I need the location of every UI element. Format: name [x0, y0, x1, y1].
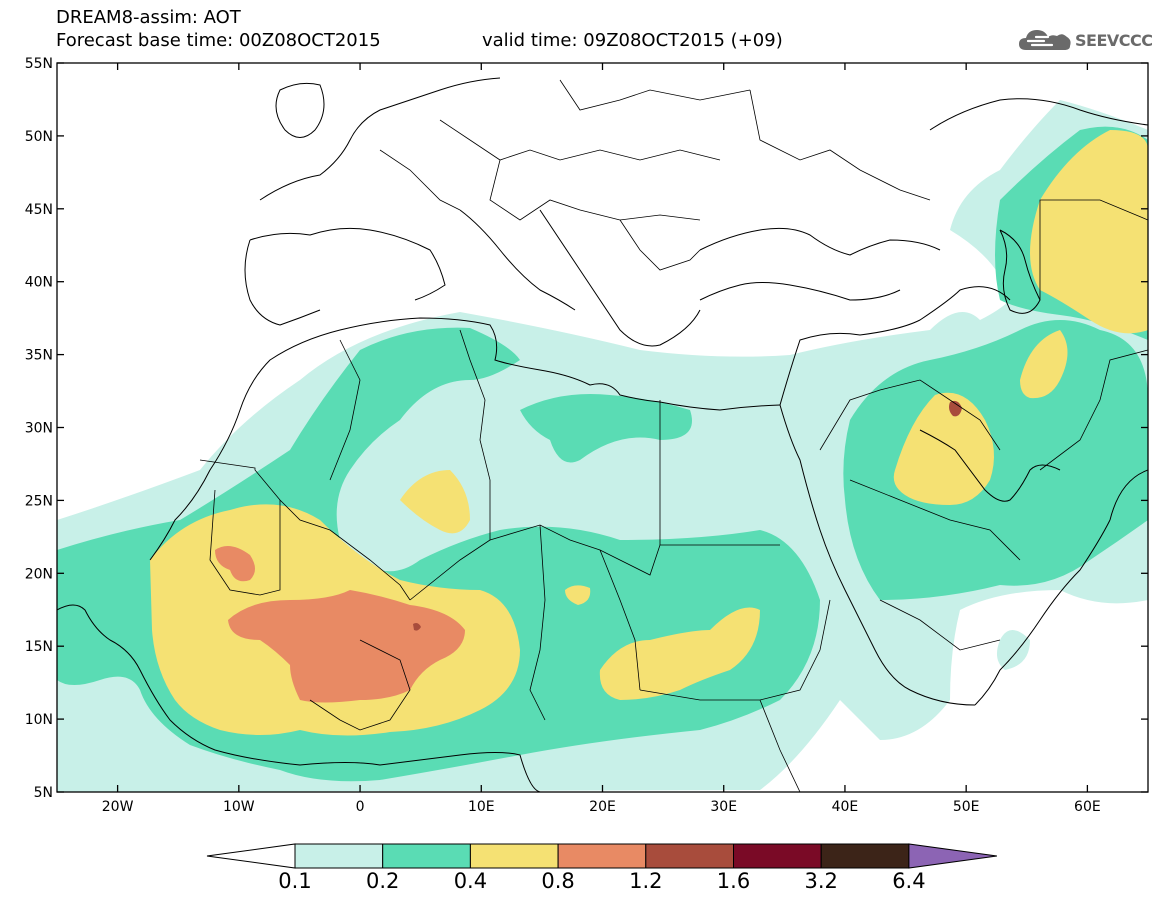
lon-label: 20W [102, 799, 134, 815]
colorbar-swatch [645, 843, 734, 869]
colorbar-label: 0.2 [366, 869, 399, 893]
lat-label: 5N [34, 785, 53, 801]
lat-label: 45N [25, 202, 53, 218]
colorbar-swatch [382, 843, 471, 869]
lat-label: 50N [25, 129, 53, 145]
colorbar-label: 6.4 [892, 869, 925, 893]
colorbar-swatch [469, 843, 559, 869]
valid-time: valid time: 09Z08OCT2015 (+09) [482, 30, 783, 51]
aot-level-1.2 [413, 400, 962, 631]
colorbar-label: 1.6 [717, 869, 750, 893]
country-borders [199, 79, 1148, 792]
lat-label: 25N [25, 493, 53, 509]
axis-ticks [57, 62, 1148, 793]
latitude-labels: 5N 10N 15N 20N 25N 30N 35N 40N 45N 50N 55N [25, 56, 53, 801]
lon-label: 40E [832, 799, 859, 815]
colorbar-label: 1.2 [629, 869, 662, 893]
seevccc-logo: SEEVCCC [1018, 26, 1153, 54]
colorbar-max-arrow [908, 843, 997, 869]
longitude-labels: 20W 10W 0 10E 20E 30E 40E 50E 60E [102, 799, 1101, 815]
colorbar-min-arrow [206, 843, 296, 869]
colorbar-label: 0.8 [541, 869, 574, 893]
lat-label: 15N [25, 639, 53, 655]
colorbar-swatch [294, 843, 384, 869]
lat-label: 35N [25, 348, 53, 364]
lat-label: 55N [25, 56, 53, 72]
lat-label: 30N [25, 421, 53, 437]
lat-label: 40N [25, 275, 53, 291]
colorbar-swatch [557, 843, 647, 869]
forecast-base-time: Forecast base time: 00Z08OCT2015 [56, 30, 381, 51]
map-title: DREAM8-assim: AOT [56, 7, 241, 28]
lat-label: 20N [25, 566, 53, 582]
lat-label: 10N [25, 712, 53, 728]
aot-field [57, 100, 1148, 792]
colorbar-label: 0.1 [278, 869, 311, 893]
lon-label: 50E [953, 799, 980, 815]
colorbar-label: 0.4 [454, 869, 487, 893]
colorbar-swatch [733, 843, 822, 869]
colorbar-labels: 0.1 0.2 0.4 0.8 1.2 1.6 3.2 6.4 [278, 869, 925, 893]
lon-label: 10E [468, 799, 495, 815]
colorbar-swatch [820, 843, 910, 869]
aot-level-0.8 [215, 546, 465, 703]
cloud-icon [1019, 30, 1071, 50]
lon-label: 0 [356, 799, 365, 815]
lon-label: 60E [1074, 799, 1101, 815]
lon-label: 30E [710, 799, 737, 815]
colorbar [206, 843, 997, 869]
logo-text: SEEVCCC [1075, 30, 1153, 50]
lon-label: 20E [589, 799, 616, 815]
coastlines [57, 77, 1148, 792]
lon-label: 10W [223, 799, 255, 815]
colorbar-label: 3.2 [804, 869, 837, 893]
